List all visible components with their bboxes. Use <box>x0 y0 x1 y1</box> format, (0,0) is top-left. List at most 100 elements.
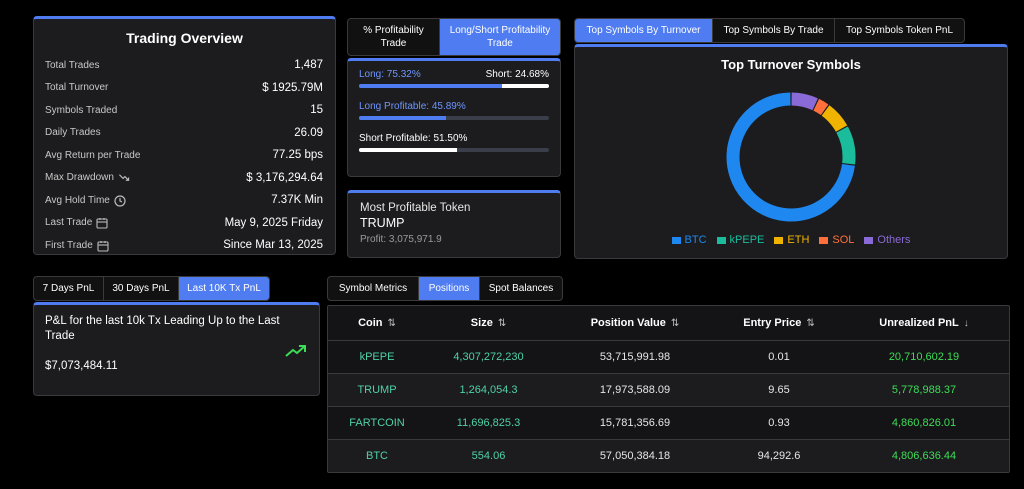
long-label: Long: 75.32% <box>359 69 421 80</box>
legend-swatch <box>819 236 829 244</box>
donut-slice-sol[interactable] <box>813 98 829 116</box>
legend-item[interactable]: kPEPE <box>716 234 764 246</box>
tab-top-symbols-token-pnl[interactable]: Top Symbols Token PnL <box>845 25 954 36</box>
table-cell: BTC <box>366 449 388 462</box>
donut-slice-kpepe[interactable] <box>836 126 856 165</box>
column-header[interactable]: Unrealized PnL ↓ <box>839 306 1009 341</box>
overview-value: $ 3,176,294.64 <box>246 171 323 184</box>
table-cell: 4,806,636.44 <box>891 449 957 462</box>
pnl-tabs: 7 Days PnL 30 Days PnL Last 10K Tx PnL <box>33 276 270 301</box>
overview-row: First Trade Since Mar 13, 2025 <box>34 234 335 257</box>
legend-label: ETH <box>787 234 810 246</box>
column-header[interactable]: Entry Price ⇅ <box>719 306 839 341</box>
overview-label: Max Drawdown <box>45 172 130 183</box>
overview-label: Avg Hold Time <box>45 195 126 207</box>
tab-positions[interactable]: Positions <box>419 277 480 300</box>
column-header-label: Coin <box>358 316 383 329</box>
tab-spot-balances[interactable]: Spot Balances <box>488 283 554 294</box>
long-bar-fill <box>359 84 503 88</box>
overview-label: Total Turnover <box>45 82 108 93</box>
legend-swatch <box>671 236 681 244</box>
column-header[interactable]: Position Value ⇅ <box>551 306 719 341</box>
legend-item[interactable]: BTC <box>671 234 707 246</box>
legend-item[interactable]: ETH <box>774 234 809 246</box>
overview-title: Trading Overview <box>126 30 243 46</box>
table-cell: TRUMP <box>328 373 426 407</box>
positions-table: Coin ⇅ Size ⇅ Position Value ⇅ Entry Price ⇅ Unr… <box>327 305 1010 473</box>
table-cell: 15,781,356.69 <box>551 406 719 440</box>
tab-7-days-pnl[interactable]: 7 Days PnL <box>34 277 104 300</box>
legend-swatch <box>774 236 784 244</box>
overview-row: Max Drawdown $ 3,176,294.64 <box>34 167 335 190</box>
table-row[interactable]: kPEPE 4,307,272,230 53,715,991.98 0.01 20,71… <box>328 340 1009 374</box>
long-short-bar <box>359 84 549 88</box>
table-cell: 5,778,988.37 <box>839 373 1009 407</box>
donut-slice-btc[interactable] <box>726 92 855 222</box>
sort-icon[interactable]: ⇅ <box>806 317 815 329</box>
overview-label-text: Total Trades <box>45 59 100 71</box>
table-cell: kPEPE <box>328 340 426 374</box>
overview-value: 1,487 <box>294 59 323 72</box>
legend-item[interactable]: Others <box>864 234 910 246</box>
overview-value: 26.09 <box>294 126 323 139</box>
table-body: kPEPE 4,307,272,230 53,715,991.98 0.01 20,71… <box>328 340 1009 472</box>
pnl-description: P&L for the last 10k Tx Leading Up to th… <box>45 315 280 342</box>
column-header[interactable]: Coin ⇅ <box>328 306 426 341</box>
long-profitable-bar <box>359 116 549 120</box>
tab-top-symbols-trade[interactable]: Top Symbols By Trade <box>713 19 835 42</box>
tab-last-10k-tx-pnl[interactable]: Last 10K Tx PnL <box>179 277 269 300</box>
most-profitable-token-card: Most Profitable Token TRUMP Profit: 3,07… <box>347 190 561 258</box>
column-header[interactable]: Size ⇅ <box>426 306 551 341</box>
trading-overview-card: Trading Overview Total Trades 1,487 Total … <box>33 16 336 255</box>
turnover-donut-chart <box>726 92 856 222</box>
table-cell: FARTCOIN <box>328 406 426 440</box>
donut-slice-others[interactable] <box>791 92 818 111</box>
overview-row: Avg Hold Time 7.37K Min <box>34 189 335 212</box>
sort-icon[interactable]: ⇅ <box>670 317 680 329</box>
sort-icon[interactable]: ⇅ <box>497 317 507 329</box>
clock-icon <box>114 195 126 207</box>
table-header-row: Coin ⇅ Size ⇅ Position Value ⇅ Entry Price ⇅ Unr… <box>328 306 1009 341</box>
table-cell: 4,307,272,230 <box>426 340 551 374</box>
short-profitable-label: Short Profitable: 51.50% <box>359 133 468 144</box>
table-row[interactable]: TRUMP 1,264,054.3 17,973,588.09 9.65 5,778,9… <box>328 373 1009 407</box>
pnl-value: $7,073,484.11 <box>45 360 118 372</box>
table-cell: 4,860,826.01 <box>839 406 1009 440</box>
calendar-icon <box>96 217 108 229</box>
legend-swatch <box>864 236 874 244</box>
overview-value: $ 1925.79M <box>262 81 323 94</box>
tab-top-symbols-turnover[interactable]: Top Symbols By Turnover <box>575 19 713 42</box>
profitability-tabs: % Profitability Trade Long/Short Profita… <box>347 18 561 56</box>
long-profitable-fill <box>359 116 447 120</box>
symbol-tabs: Top Symbols By Turnover Top Symbols By T… <box>574 18 965 43</box>
calendar-icon <box>97 240 109 252</box>
table-row[interactable]: FARTCOIN 11,696,825.3 15,781,356.69 0.93 4,8… <box>328 406 1009 440</box>
legend-swatch <box>716 236 726 244</box>
overview-value: 7.37K Min <box>271 194 323 207</box>
overview-label: Last Trade <box>45 217 108 229</box>
tab-symbol-metrics[interactable]: Symbol Metrics <box>328 277 419 300</box>
tab-30-days-pnl[interactable]: 30 Days PnL <box>104 277 179 300</box>
overview-label-text: Last Trade <box>45 217 93 229</box>
table-cell: 17,973,588.09 <box>551 373 719 407</box>
short-profitable-bar <box>359 148 549 152</box>
overview-rows: Total Trades 1,487 Total Turnover $ 1925.79… <box>34 54 335 257</box>
overview-value: 15 <box>310 104 323 117</box>
overview-row: Total Trades 1,487 <box>34 54 335 77</box>
legend-label: BTC <box>684 234 707 246</box>
overview-label: Total Trades <box>45 60 99 71</box>
legend-item[interactable]: SOL <box>819 234 854 246</box>
table-row[interactable]: BTC 554.06 57,050,384.18 94,292.6 4,806,636.… <box>328 439 1009 472</box>
sort-icon[interactable]: ⇅ <box>387 317 396 329</box>
legend-label: Others <box>877 234 911 246</box>
overview-label: First Trade <box>45 240 109 252</box>
donut-slice-eth[interactable] <box>821 105 848 133</box>
tab-profitability-trade[interactable]: % Profitability Trade <box>348 19 440 55</box>
long-profitable-label: Long Profitable: 45.89% <box>359 101 466 112</box>
trend-down-icon <box>118 172 130 183</box>
table-cell: 94,292.6 <box>757 449 801 462</box>
tab-long-short-profitability[interactable]: Long/Short Profitability Trade <box>440 19 560 55</box>
sort-icon[interactable]: ↓ <box>963 317 969 329</box>
turnover-chart-card: Top Turnover Symbols BTC kPEPE ETH SOL Other… <box>574 44 1008 259</box>
overview-label-text: Avg Return per Trade <box>45 149 141 161</box>
